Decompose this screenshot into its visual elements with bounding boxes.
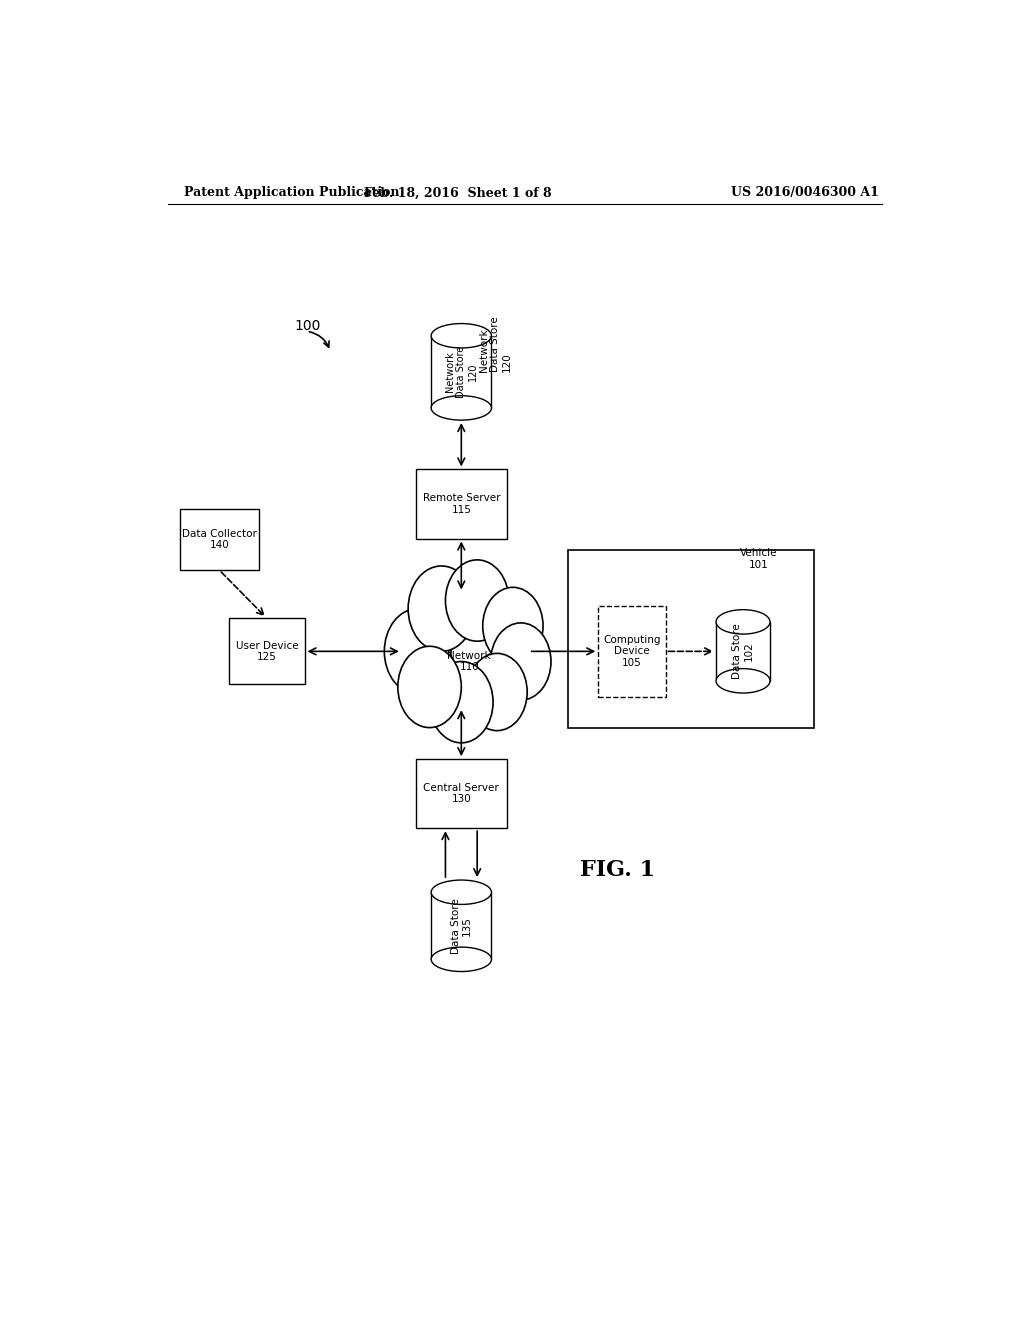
Text: Central Server
130: Central Server 130 bbox=[424, 783, 499, 804]
Text: Network
110: Network 110 bbox=[447, 651, 492, 672]
Text: Remote Server
115: Remote Server 115 bbox=[423, 494, 500, 515]
Text: 100: 100 bbox=[295, 319, 322, 333]
Text: Computing
Device
105: Computing Device 105 bbox=[603, 635, 660, 668]
Bar bbox=[416, 470, 507, 539]
Ellipse shape bbox=[445, 560, 509, 642]
Ellipse shape bbox=[482, 587, 543, 664]
Ellipse shape bbox=[716, 610, 770, 634]
Ellipse shape bbox=[431, 323, 492, 348]
Text: Data Store
102: Data Store 102 bbox=[732, 623, 754, 680]
Bar bbox=[416, 759, 507, 828]
Bar bbox=[229, 618, 304, 684]
Ellipse shape bbox=[467, 653, 527, 731]
Text: FIG. 1: FIG. 1 bbox=[581, 859, 655, 880]
Ellipse shape bbox=[431, 880, 492, 904]
Ellipse shape bbox=[716, 669, 770, 693]
Bar bbox=[568, 549, 814, 727]
Ellipse shape bbox=[430, 661, 494, 743]
Ellipse shape bbox=[431, 396, 492, 420]
Ellipse shape bbox=[384, 609, 451, 694]
Text: Network
Data Store
120: Network Data Store 120 bbox=[444, 346, 478, 397]
Bar bbox=[431, 335, 492, 408]
Ellipse shape bbox=[397, 647, 462, 727]
Ellipse shape bbox=[409, 566, 475, 651]
Bar bbox=[431, 892, 492, 960]
Text: Feb. 18, 2016  Sheet 1 of 8: Feb. 18, 2016 Sheet 1 of 8 bbox=[364, 186, 551, 199]
Bar bbox=[179, 510, 259, 570]
Text: Vehicle
101: Vehicle 101 bbox=[740, 548, 777, 570]
Bar bbox=[598, 606, 666, 697]
Text: Network
Data Store
120: Network Data Store 120 bbox=[479, 315, 512, 372]
Text: Data Store
135: Data Store 135 bbox=[451, 898, 472, 953]
Text: User Device
125: User Device 125 bbox=[236, 640, 298, 663]
Text: US 2016/0046300 A1: US 2016/0046300 A1 bbox=[731, 186, 879, 199]
Text: Patent Application Publication: Patent Application Publication bbox=[183, 186, 399, 199]
Bar bbox=[716, 622, 770, 681]
Ellipse shape bbox=[431, 948, 492, 972]
Ellipse shape bbox=[490, 623, 551, 700]
Text: Data Collector
140: Data Collector 140 bbox=[182, 529, 257, 550]
